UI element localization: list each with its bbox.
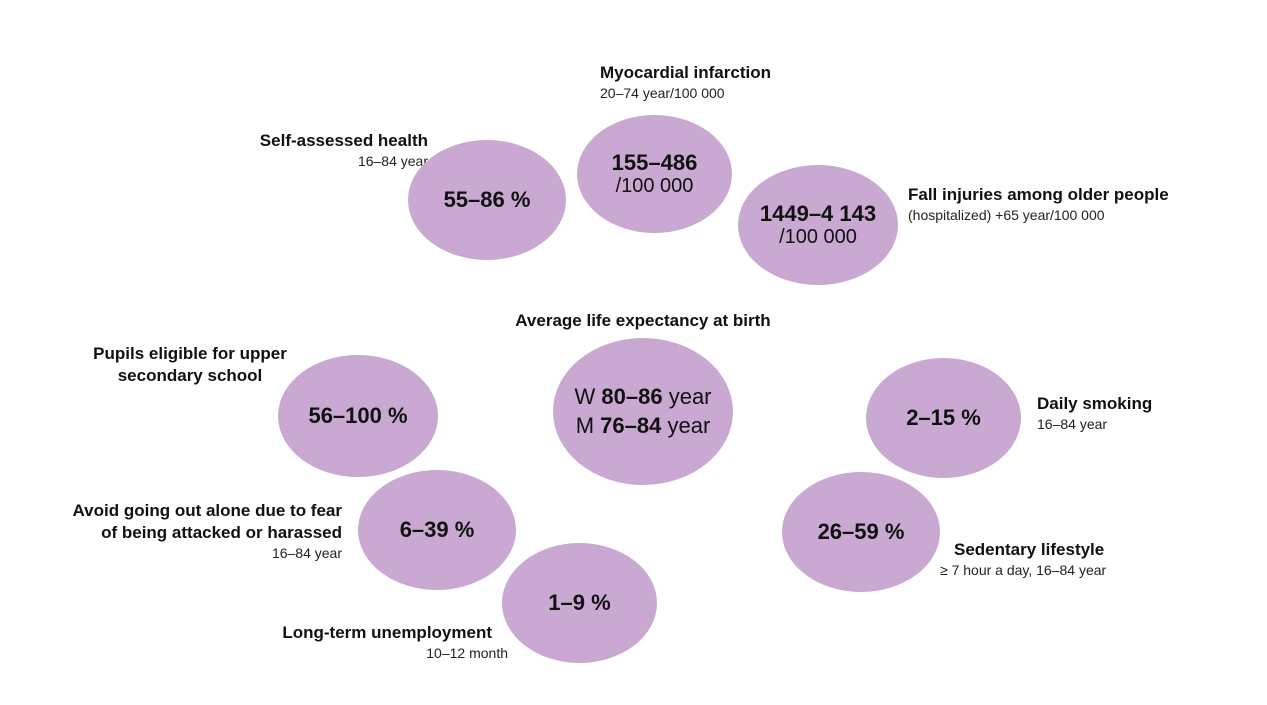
life-title: Average life expectancy at birth: [515, 311, 771, 330]
myocardial-value: 155–486: [611, 149, 698, 175]
smoking-title: Daily smoking: [1037, 394, 1153, 413]
unemployment-bubble: 1–9 %: [502, 543, 657, 663]
life-women-unit: year: [668, 383, 712, 409]
myocardial-subtitle: 20–74 year/100 000: [600, 85, 725, 102]
pupils-value: 56–100 %: [308, 403, 408, 429]
life-men-value: 76–84: [600, 412, 662, 438]
myocardial-title: Myocardial infarction: [600, 63, 771, 82]
life-bubble: W 80–86 year M 76–84 year: [553, 338, 733, 485]
pupils-title-line2: secondary school: [117, 366, 263, 386]
unemployment-title: Long-term unemployment: [282, 623, 492, 642]
sedentary-title: Sedentary lifestyle: [954, 540, 1105, 559]
myocardial-bubble: 155–486 /100 000: [577, 115, 732, 233]
smoking-label: Daily smoking 16–84 year: [1037, 393, 1237, 435]
life-women-prefix: W: [574, 383, 596, 409]
pupils-bubble: 56–100 %: [278, 355, 438, 477]
life-label: Average life expectancy at birth: [470, 310, 816, 332]
fear-bubble: 6–39 %: [358, 470, 516, 590]
life-women-value: 80–86: [601, 383, 663, 409]
self-health-title: Self-assessed health: [259, 131, 428, 150]
unemployment-value: 1–9 %: [548, 590, 611, 616]
fall-unit: /100 000: [779, 226, 857, 249]
unemployment-subtitle: 10–12 month: [426, 645, 508, 662]
self-health-label: Self-assessed health 16–84 year: [200, 130, 428, 172]
fear-label: Avoid going out alone due to fear of bei…: [0, 500, 342, 564]
life-men-unit: year: [667, 412, 711, 438]
self-health-value: 55–86 %: [443, 187, 531, 213]
fear-title-line1: Avoid going out alone due to fear: [72, 501, 342, 520]
life-men-line: M 76–84 year: [576, 412, 711, 441]
self-health-bubble: 55–86 %: [408, 140, 566, 260]
fall-bubble: 1449–4 143 /100 000: [738, 165, 898, 285]
myocardial-label: Myocardial infarction 20–74 year/100 000: [600, 62, 860, 104]
fall-subtitle: (hospitalized) +65 year/100 000: [908, 207, 1105, 224]
smoking-value: 2–15 %: [906, 405, 981, 431]
smoking-subtitle: 16–84 year: [1037, 416, 1108, 433]
life-women-line: W 80–86 year: [575, 383, 712, 412]
myocardial-unit: /100 000: [615, 175, 694, 198]
fall-label: Fall injuries among older people (hospit…: [908, 184, 1238, 226]
sedentary-value: 26–59 %: [817, 519, 905, 545]
fall-value: 1449–4 143: [759, 200, 877, 226]
sedentary-subtitle: ≥ 7 hour a day, 16–84 year: [940, 562, 1107, 579]
fear-value: 6–39 %: [399, 517, 475, 543]
pupils-label: Pupils eligible for upper secondary scho…: [60, 343, 320, 387]
fall-title: Fall injuries among older people: [908, 185, 1169, 204]
unemployment-label: Long-term unemployment 10–12 month: [200, 622, 508, 664]
self-health-subtitle: 16–84 year: [357, 153, 428, 170]
fear-subtitle: 16–84 year: [271, 545, 342, 562]
pupils-title-line1: Pupils eligible for upper: [93, 344, 287, 363]
smoking-bubble: 2–15 %: [866, 358, 1021, 478]
life-men-prefix: M: [575, 412, 595, 438]
fear-title-line2: of being attacked or harassed: [101, 523, 342, 543]
sedentary-label: Sedentary lifestyle ≥ 7 hour a day, 16–8…: [940, 539, 1200, 581]
sedentary-bubble: 26–59 %: [782, 472, 940, 592]
